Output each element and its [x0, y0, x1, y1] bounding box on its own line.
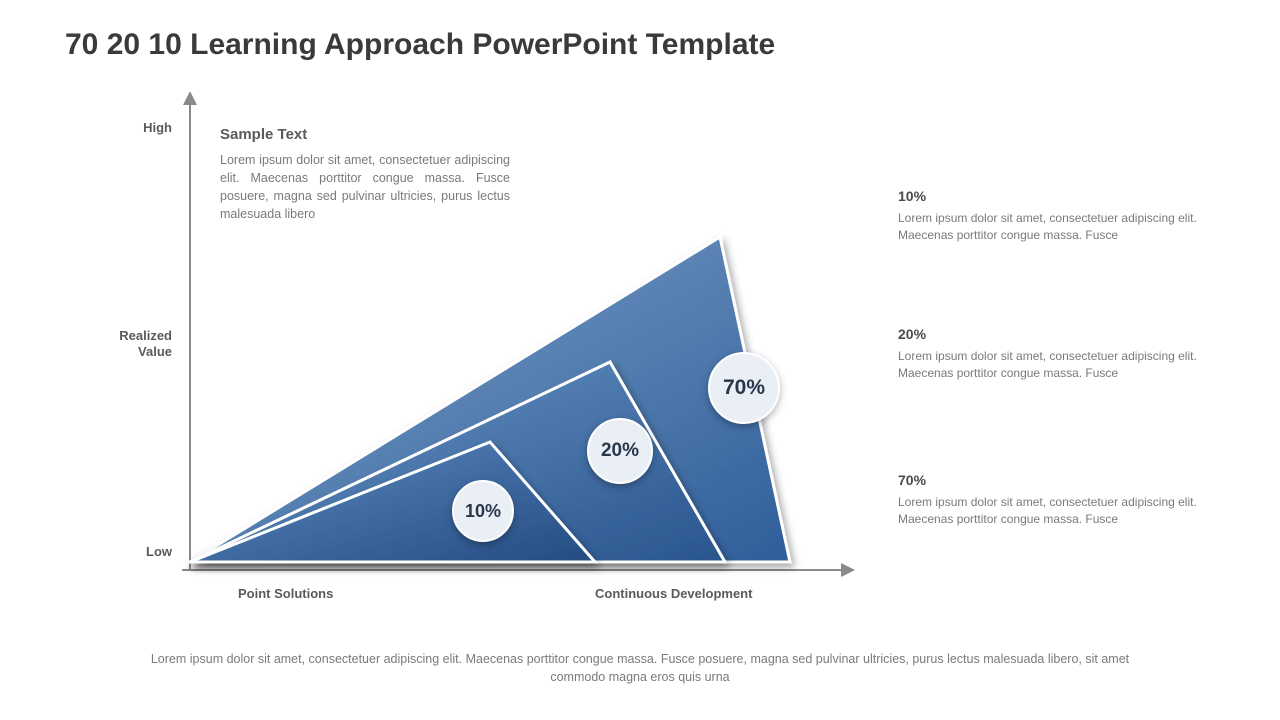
badge-20: 20% [587, 418, 653, 484]
chart: High RealizedValue Low Point Solutions C… [180, 92, 860, 598]
right-item-title: 10% [898, 188, 1208, 204]
right-item-title: 70% [898, 472, 1208, 488]
x-label-left: Point Solutions [238, 586, 333, 601]
footer-text: Lorem ipsum dolor sit amet, consectetuer… [130, 650, 1150, 686]
right-item-body: Lorem ipsum dolor sit amet, consectetuer… [898, 494, 1208, 528]
right-item-body: Lorem ipsum dolor sit amet, consectetuer… [898, 210, 1208, 244]
right-item-20: 20% Lorem ipsum dolor sit amet, consecte… [898, 326, 1208, 382]
y-label-low: Low [72, 544, 172, 559]
right-item-10: 10% Lorem ipsum dolor sit amet, consecte… [898, 188, 1208, 244]
y-label-high: High [72, 120, 172, 135]
sample-body: Lorem ipsum dolor sit amet, consectetuer… [220, 151, 510, 224]
right-item-title: 20% [898, 326, 1208, 342]
y-label-mid: RealizedValue [72, 328, 172, 359]
badge-10: 10% [452, 480, 514, 542]
page-title: 70 20 10 Learning Approach PowerPoint Te… [65, 28, 775, 62]
badge-70: 70% [708, 352, 780, 424]
sample-title: Sample Text [220, 126, 510, 143]
x-label-right: Continuous Development [595, 586, 752, 601]
right-item-body: Lorem ipsum dolor sit amet, consectetuer… [898, 348, 1208, 382]
right-item-70: 70% Lorem ipsum dolor sit amet, consecte… [898, 472, 1208, 528]
sample-text-block: Sample Text Lorem ipsum dolor sit amet, … [220, 126, 510, 224]
